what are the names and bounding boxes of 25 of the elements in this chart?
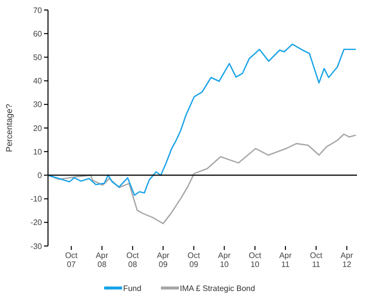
x-tick-label: Oct 08	[126, 251, 140, 270]
y-tick-label: 20	[33, 124, 43, 133]
y-tick-label: 70	[33, 6, 43, 15]
legend-label: Fund	[123, 284, 142, 293]
y-axis-title: Percentage?	[4, 104, 14, 152]
x-tick-label: Oct 07	[65, 251, 78, 270]
x-tick-label: Apr 12	[340, 251, 354, 270]
y-tick-label: 60	[33, 29, 43, 38]
y-tick-label: 10	[33, 147, 43, 156]
x-tick-label: Apr 09	[156, 251, 170, 270]
y-tick-label: -10	[30, 194, 43, 204]
x-tick-label: Apr 08	[96, 251, 109, 270]
x-tick-label: Oct 11	[310, 251, 324, 270]
x-tick-label: Apr 11	[279, 251, 292, 270]
x-tick-label: Oct 09	[188, 251, 201, 270]
y-tick-label: 0	[38, 171, 43, 180]
x-tick-label: Oct 10	[248, 251, 262, 270]
y-tick-label: -20	[30, 218, 43, 228]
x-tick-label: Apr 10	[218, 251, 231, 270]
y-tick-label: 30	[33, 100, 43, 110]
y-tick-label: 40	[33, 76, 43, 86]
line-series	[47, 44, 356, 196]
legend-label: IMA £ Strategic Bond	[180, 284, 256, 293]
y-tick-label: 50	[33, 53, 43, 62]
y-tick-label: -30	[30, 242, 43, 251]
